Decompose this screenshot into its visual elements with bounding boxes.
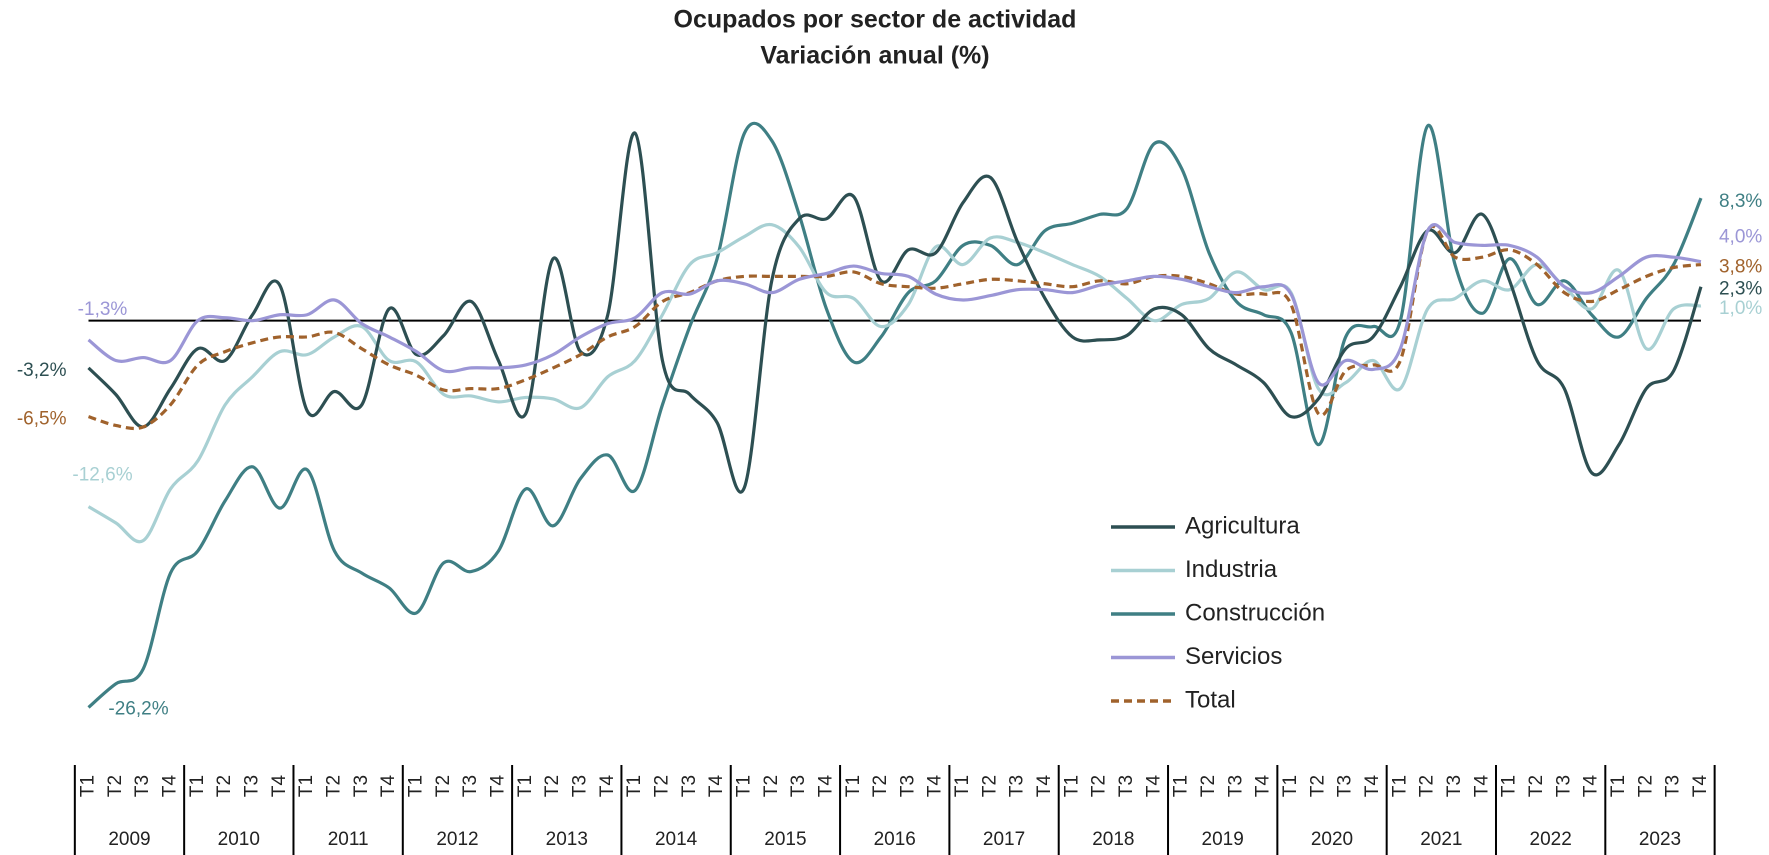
year-label: 2014 (655, 829, 698, 850)
year-label: 2009 (108, 829, 150, 850)
x-tick-label: T1 (733, 775, 754, 797)
x-tick-label: T3 (460, 775, 481, 797)
x-tick-label: T1 (1389, 775, 1410, 797)
x-tick-label: T4 (925, 774, 946, 797)
data-label: -26,2% (108, 698, 168, 719)
x-tick-label: T3 (788, 775, 809, 797)
data-label: 2,3% (1719, 279, 1762, 300)
x-tick-label: T3 (1335, 775, 1356, 797)
x-tick-label: T3 (897, 775, 918, 797)
series-line (87, 223, 1702, 387)
year-label: 2020 (1311, 829, 1353, 850)
x-tick-label: T2 (870, 775, 891, 797)
x-tick-label: T4 (1034, 774, 1055, 797)
x-tick-label: T2 (1198, 775, 1219, 797)
x-tick-label: T4 (269, 774, 290, 797)
data-label: -12,6% (72, 465, 132, 486)
x-tick-label: T1 (187, 775, 208, 797)
x-tick-label: T3 (679, 775, 700, 797)
legend-label: Industria (1185, 556, 1278, 583)
year-label: 2019 (1202, 829, 1244, 850)
x-tick-label: T2 (1417, 775, 1438, 797)
chart-title: Ocupados por sector de actividad (674, 6, 1077, 34)
x-tick-label: T2 (651, 775, 672, 797)
year-label: 2010 (218, 829, 260, 850)
x-tick-label: T4 (815, 774, 836, 797)
x-tick-label: T1 (78, 775, 99, 797)
year-label: 2023 (1639, 829, 1681, 850)
legend-label: Construcción (1185, 599, 1325, 626)
x-tick-label: T3 (569, 775, 590, 797)
x-tick-label: T2 (1307, 775, 1328, 797)
data-label: -1,3% (78, 299, 128, 320)
x-tick-label: T4 (1471, 774, 1492, 797)
series-line (87, 222, 1702, 544)
x-tick-label: T2 (1635, 775, 1656, 797)
x-tick-label: T1 (1280, 775, 1301, 797)
x-tick-label: T4 (1143, 774, 1164, 797)
year-label: 2012 (436, 829, 478, 850)
x-tick-label: T1 (515, 775, 536, 797)
year-label: 2021 (1420, 829, 1462, 850)
x-tick-label: T1 (624, 775, 645, 797)
chart-subtitle: Variación anual (%) (760, 42, 989, 70)
x-tick-label: T1 (405, 775, 426, 797)
x-tick-label: T2 (105, 775, 126, 797)
x-tick-label: T4 (706, 774, 727, 797)
x-tick-label: T4 (1581, 774, 1602, 797)
x-tick-label: T2 (979, 775, 1000, 797)
x-tick-label: T3 (1225, 775, 1246, 797)
x-tick-label: T3 (1663, 775, 1684, 797)
data-label: 4,0% (1719, 227, 1762, 248)
legend-label: Total (1185, 686, 1236, 713)
x-tick-label: T2 (323, 775, 344, 797)
x-tick-label: T3 (351, 775, 372, 797)
x-tick-label: T4 (597, 774, 618, 797)
x-tick-label: T4 (487, 774, 508, 797)
data-label: 8,3% (1719, 191, 1762, 212)
x-tick-label: T3 (241, 775, 262, 797)
data-label: 3,8% (1719, 257, 1762, 278)
legend-label: Agricultura (1185, 512, 1300, 539)
x-tick-label: T2 (433, 775, 454, 797)
x-tick-label: T2 (542, 775, 563, 797)
x-tick-label: T3 (1444, 775, 1465, 797)
x-tick-label: T3 (1553, 775, 1574, 797)
x-tick-label: T4 (1362, 774, 1383, 797)
x-tick-label: T1 (1499, 775, 1520, 797)
data-label: 1,0% (1719, 298, 1762, 319)
legend-label: Servicios (1185, 643, 1282, 670)
x-tick-label: T3 (1007, 775, 1028, 797)
x-tick-label: T2 (214, 775, 235, 797)
year-label: 2013 (546, 829, 588, 850)
year-label: 2015 (764, 829, 806, 850)
x-tick-label: T1 (843, 775, 864, 797)
x-tick-label: T2 (761, 775, 782, 797)
year-label: 2018 (1092, 829, 1134, 850)
data-label: -6,5% (17, 409, 67, 430)
x-tick-label: T1 (296, 775, 317, 797)
year-label: 2017 (983, 829, 1025, 850)
year-label: 2011 (328, 829, 369, 850)
x-tick-label: T4 (378, 774, 399, 797)
x-tick-label: T1 (1171, 775, 1192, 797)
x-tick-label: T3 (132, 775, 153, 797)
x-tick-label: T1 (952, 775, 973, 797)
series-line (87, 121, 1703, 709)
x-tick-label: T1 (1608, 775, 1629, 797)
data-label: -3,2% (17, 360, 67, 381)
x-tick-label: T1 (1061, 775, 1082, 797)
x-tick-label: T4 (160, 774, 181, 797)
year-label: 2022 (1530, 829, 1572, 850)
x-tick-label: T2 (1089, 775, 1110, 797)
x-tick-label: T4 (1690, 774, 1711, 797)
year-label: 2016 (874, 829, 916, 850)
x-tick-label: T3 (1116, 775, 1137, 797)
x-tick-label: T2 (1526, 775, 1547, 797)
series-line (87, 224, 1702, 431)
x-tick-label: T4 (1253, 774, 1274, 797)
